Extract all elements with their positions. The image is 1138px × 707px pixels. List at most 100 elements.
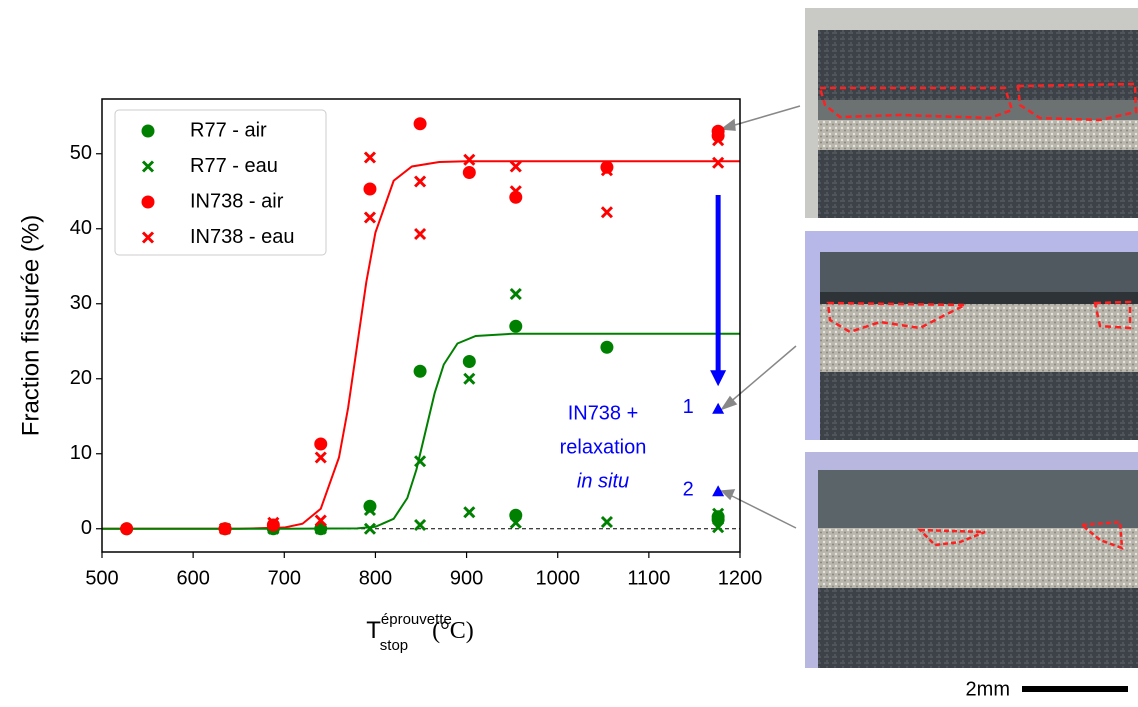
y-tick-label: 20 [70, 367, 92, 389]
triangle-point [712, 485, 725, 497]
x-label-main: T [366, 617, 381, 644]
x-tick-label: 500 [85, 567, 118, 589]
triangle-label: 1 [683, 396, 694, 418]
point [413, 364, 427, 378]
point-x [600, 164, 613, 177]
point-x [509, 160, 522, 173]
point-x [463, 506, 476, 519]
legend-label: IN738 - eau [190, 226, 295, 248]
annotation-text: in situ [577, 470, 629, 492]
x-tick-label: 700 [268, 567, 301, 589]
triangle-label: 2 [683, 479, 694, 501]
y-tick-label: 50 [70, 142, 92, 164]
point-x [712, 521, 725, 534]
x-stroke [218, 522, 232, 535]
y-tick-label: 10 [70, 442, 92, 464]
x-stroke [363, 211, 377, 224]
x-stroke [314, 514, 327, 527]
x-stroke [414, 175, 427, 188]
pointer-arrows [719, 105, 801, 529]
x-tick-label: 800 [359, 567, 392, 589]
y-tick-label: 40 [70, 217, 92, 239]
scale-bar-label: 2mm [966, 678, 1010, 700]
x-stroke [363, 503, 377, 517]
x-stroke [463, 506, 476, 519]
point-x [463, 372, 476, 385]
x-label-unit: (°C) [432, 618, 474, 644]
x-label-sub: stop [380, 637, 408, 654]
legend-label: R77 - air [190, 119, 267, 141]
x-stroke [463, 153, 476, 166]
triangle-point [712, 402, 725, 414]
point [600, 160, 614, 174]
point [462, 355, 476, 368]
x-stroke [463, 372, 476, 385]
point [509, 319, 523, 333]
x-label-sup: éprouvette [381, 611, 452, 628]
point-x [267, 516, 280, 529]
x-stroke [712, 507, 725, 520]
point-x [712, 507, 725, 520]
micrograph-2 [805, 231, 1138, 440]
x-stroke [509, 516, 522, 529]
x-stroke [363, 151, 377, 164]
x-stroke [141, 160, 155, 173]
point-x [414, 175, 427, 188]
legend-label: R77 - eau [190, 155, 278, 177]
point [413, 117, 427, 131]
x-stroke [414, 518, 427, 532]
y-tick-label: 0 [81, 517, 92, 539]
y-tick-label: 30 [70, 292, 92, 314]
point [363, 499, 377, 513]
scale-bar [1022, 686, 1128, 692]
point-x [509, 516, 522, 529]
point-x [414, 518, 427, 532]
point-x [141, 160, 155, 173]
x-tick-label: 900 [450, 567, 483, 589]
point-x [463, 153, 476, 166]
micrograph-3 [805, 452, 1138, 668]
arrow-head [710, 370, 727, 387]
legend-label: IN738 - air [190, 190, 284, 212]
x-stroke [600, 206, 613, 219]
point [266, 518, 280, 532]
point [141, 195, 155, 209]
x-tick-label: 600 [176, 567, 209, 589]
x-stroke [712, 156, 725, 169]
point [314, 437, 328, 451]
x-stroke [314, 451, 327, 464]
x-tick-label: 1100 [627, 567, 670, 589]
annotation-text: IN738 + [568, 402, 639, 424]
x-stroke [414, 455, 427, 468]
x-stroke [509, 287, 522, 301]
x-stroke [600, 164, 613, 177]
point [711, 510, 725, 524]
axes-frame [101, 98, 741, 553]
x-axis-label: Téprouvette stop (°C) [366, 611, 474, 654]
legend: R77 - air R77 - eau IN738 - air IN738 - eau [114, 109, 327, 256]
point-x [363, 503, 377, 517]
point [141, 124, 155, 138]
point-x [712, 134, 725, 147]
point-x [509, 185, 522, 198]
point-x [363, 151, 377, 164]
fit-curve [102, 332, 740, 530]
x-stroke [600, 515, 613, 529]
x-stroke [509, 160, 522, 173]
point [363, 182, 377, 196]
point-x [509, 287, 522, 301]
point-x [414, 455, 427, 468]
x-stroke [509, 185, 522, 198]
x-tick-label: 1200 [718, 567, 763, 589]
point-x [600, 206, 613, 219]
point [120, 522, 134, 536]
x-stroke [267, 516, 280, 529]
point-x [414, 227, 427, 241]
micrograph-1 [805, 8, 1138, 218]
point-x [363, 211, 377, 224]
point-x [600, 515, 613, 529]
x-stroke [414, 227, 427, 241]
x-stroke [712, 134, 725, 147]
legend-box [114, 109, 327, 256]
point [462, 166, 476, 179]
